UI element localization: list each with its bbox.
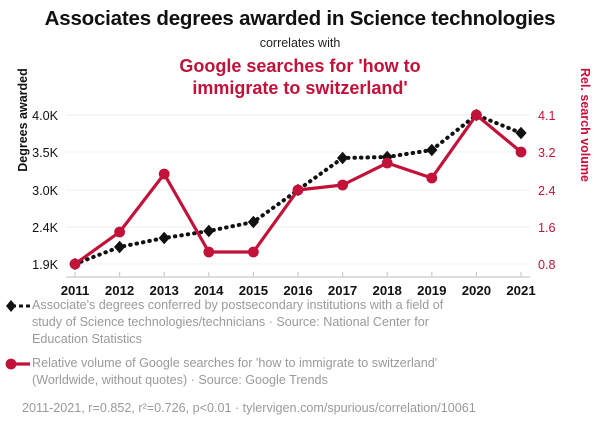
x-axis-labels: 2011 2012 2013 2014 2015 2016 2017 2018 2019 2020…	[61, 283, 536, 298]
data-point-marker	[515, 126, 527, 140]
page-subtitle-line1: Google searches for 'how to	[179, 56, 421, 76]
data-point-marker	[114, 226, 125, 238]
left-axis-tick-label: 3.0K	[32, 184, 59, 198]
data-point-marker	[248, 246, 259, 258]
data-point-marker	[292, 184, 304, 196]
right-axis-tick-label: 0.8	[538, 258, 556, 272]
data-point-marker	[471, 109, 482, 121]
right-axis-ticks: 0.8 1.6 2.4 3.2 4.1	[538, 109, 556, 272]
legend-item-searches: Relative volume of Google searches for '…	[0, 355, 600, 389]
left-axis-tick-label: 1.9K	[32, 258, 59, 272]
right-axis-tick-label: 1.6	[538, 221, 556, 235]
title-connector: correlates with	[259, 36, 341, 50]
x-axis-tick-label: 2013	[150, 283, 179, 298]
left-axis-ticks: 1.9K 2.4K 3.0K 3.5K 4.0K	[32, 109, 59, 272]
x-axis-tick-label: 2012	[105, 283, 134, 298]
x-axis-tick-label: 2015	[239, 283, 268, 298]
page-subtitle: Google searches for 'how to immigrate to…	[0, 52, 600, 99]
x-axis-tick-label: 2021	[506, 283, 535, 298]
data-point-marker	[158, 231, 170, 245]
data-point-marker	[69, 258, 81, 270]
x-axis-tick-label: 2014	[194, 283, 224, 298]
data-point-marker	[337, 151, 349, 165]
left-axis-tick-label: 4.0K	[32, 109, 59, 123]
data-point-marker	[203, 246, 215, 258]
page-title: Associates degrees awarded in Science te…	[44, 7, 556, 30]
data-point-marker	[515, 146, 527, 158]
x-axis-tick-label: 2019	[417, 283, 446, 298]
x-axis	[66, 272, 530, 278]
chart-legend: Associate's degrees conferred by postsec…	[0, 297, 600, 396]
red-circle-solid-line-icon	[4, 356, 32, 372]
left-axis-tick-label: 3.5K	[32, 146, 59, 160]
data-point-marker	[247, 215, 259, 229]
legend-item-degrees: Associate's degrees conferred by postsec…	[0, 297, 600, 348]
x-axis-tick-label: 2018	[373, 283, 402, 298]
footnote-stats: 2011-2021, r=0.852, r²=0.726, p<0.01 · t…	[22, 401, 476, 415]
data-point-marker	[158, 168, 170, 180]
x-axis-tick-label: 2020	[462, 283, 491, 298]
left-axis-tick-label: 2.4K	[32, 221, 59, 235]
data-point-marker	[114, 240, 126, 254]
data-point-marker	[426, 172, 438, 184]
data-point-marker	[337, 179, 348, 191]
right-axis-tick-label: 3.2	[538, 146, 556, 160]
x-axis-tick-label: 2016	[283, 283, 312, 298]
series-searches	[69, 109, 527, 270]
right-axis-tick-label: 2.4	[538, 184, 556, 198]
x-axis-tick-label: 2017	[328, 283, 357, 298]
black-diamond-dotted-line-icon	[4, 298, 32, 314]
title-block: Associates degrees awarded in Science te…	[0, 0, 600, 99]
legend-label-searches: Relative volume of Google searches for '…	[32, 356, 438, 387]
chart-plot-area: 1.9K 2.4K 3.0K 3.5K 4.0K 0.8 1.6 2.4 3.2 4.1 2011 2…	[0, 104, 600, 299]
x-axis-tick-label: 2011	[61, 283, 90, 298]
right-axis-tick-label: 4.1	[538, 109, 556, 123]
page-subtitle-line2: immigrate to switzerland'	[192, 78, 408, 98]
data-point-marker	[381, 157, 393, 169]
legend-label-degrees: Associate's degrees conferred by postsec…	[32, 298, 444, 346]
